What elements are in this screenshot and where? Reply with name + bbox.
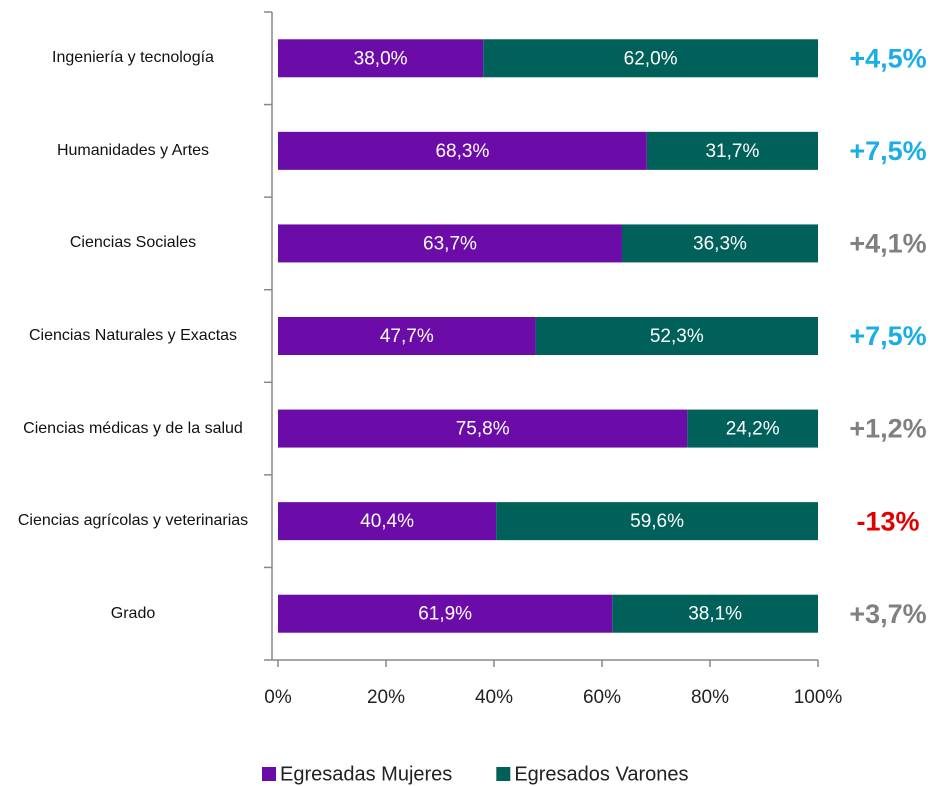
legend-label: Egresados Varones — [514, 763, 688, 785]
category-label: Humanidades y Artes — [56, 141, 210, 159]
data-label: 47,7% — [380, 326, 434, 347]
annotation: -13% — [856, 506, 919, 536]
data-label: 52,3% — [650, 326, 704, 347]
x-tick-label: 0% — [264, 687, 292, 708]
legend-swatch — [496, 767, 511, 781]
bar-segment — [278, 409, 688, 448]
x-tick-label: 20% — [367, 687, 405, 708]
legend-swatch — [262, 767, 276, 781]
data-label: 38,0% — [354, 48, 408, 69]
annotation: +4,1% — [849, 229, 926, 259]
bar-segment — [278, 502, 497, 541]
bar-segment — [278, 131, 647, 170]
category-label: Ciencias médicas y de la salud — [23, 419, 243, 437]
category-label: Grado — [110, 604, 156, 622]
bar-segment — [278, 317, 536, 355]
data-label: 40,4% — [360, 511, 414, 532]
x-tick-label: 40% — [475, 687, 513, 708]
bar-segment — [621, 224, 818, 263]
category-label: Ciencias Sociales — [69, 234, 197, 252]
bar-segment — [278, 594, 613, 633]
data-label: 75,8% — [456, 419, 510, 440]
annotation: +4,5% — [849, 43, 926, 73]
x-tick-label: 100% — [794, 687, 843, 708]
x-tick-label: 60% — [583, 687, 621, 708]
bar-segment — [496, 502, 818, 541]
data-label: 31,7% — [705, 141, 759, 162]
bar-segment — [535, 317, 818, 355]
bar-segment — [278, 224, 622, 263]
bar-segment — [646, 131, 818, 170]
data-label: 24,2% — [726, 419, 780, 440]
legend-label: Egresadas Mujeres — [280, 763, 452, 785]
category-label: Ciencias Naturales y Exactas — [28, 327, 238, 344]
bar-segment — [483, 39, 818, 78]
data-label: 38,1% — [688, 604, 742, 625]
category-label: Ciencias agrícolas y veterinarias — [17, 512, 249, 530]
data-label: 59,6% — [630, 511, 684, 532]
bar-segment — [278, 39, 484, 78]
annotation: +7,5% — [849, 321, 926, 351]
annotation: +1,2% — [849, 414, 926, 444]
category-label: Ingeniería y tecnología — [52, 49, 214, 67]
data-label: 63,7% — [423, 233, 477, 254]
data-label: 68,3% — [435, 141, 489, 162]
bar-segment — [612, 594, 818, 633]
data-label: 62,0% — [624, 48, 678, 69]
bar-segment — [687, 409, 818, 448]
x-tick-label: 80% — [691, 687, 729, 708]
data-label: 61,9% — [418, 604, 472, 625]
annotation: +7,5% — [849, 136, 926, 166]
annotation: +3,7% — [849, 599, 926, 629]
data-label: 36,3% — [693, 233, 747, 254]
